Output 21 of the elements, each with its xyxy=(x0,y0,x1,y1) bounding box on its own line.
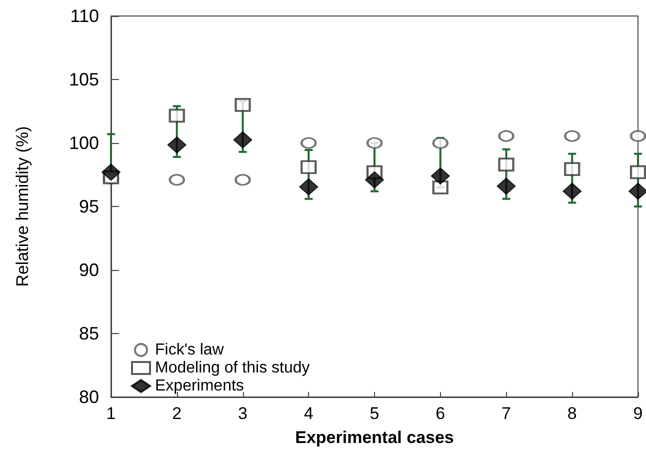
x-tick-label: 6 xyxy=(436,404,446,423)
y-tick-label: 100 xyxy=(68,133,99,153)
x-tick-label: 7 xyxy=(502,404,511,423)
x-tick-label: 2 xyxy=(172,404,182,423)
x-axis-title: Experimental cases xyxy=(295,428,454,447)
y-tick-label: 90 xyxy=(78,260,99,280)
y-tick-label: 95 xyxy=(78,196,99,216)
y-axis-title: Relative humidity (%) xyxy=(13,126,32,287)
x-tick-label: 5 xyxy=(370,404,380,423)
x-tick-label: 4 xyxy=(304,404,314,423)
x-tick-label: 9 xyxy=(633,404,643,423)
y-tick-label: 110 xyxy=(70,6,99,26)
x-tick-label: 1 xyxy=(106,404,116,423)
y-tick-label: 85 xyxy=(78,324,99,344)
legend-label: Fick's law xyxy=(155,342,224,358)
y-tick-label: 80 xyxy=(78,387,99,407)
x-tick-label: 8 xyxy=(567,404,577,423)
legend-label: Modeling of this study xyxy=(155,360,310,376)
x-tick-label: 3 xyxy=(238,404,248,423)
legend-label: Experiments xyxy=(155,378,244,394)
y-tick-label: 105 xyxy=(68,70,99,90)
